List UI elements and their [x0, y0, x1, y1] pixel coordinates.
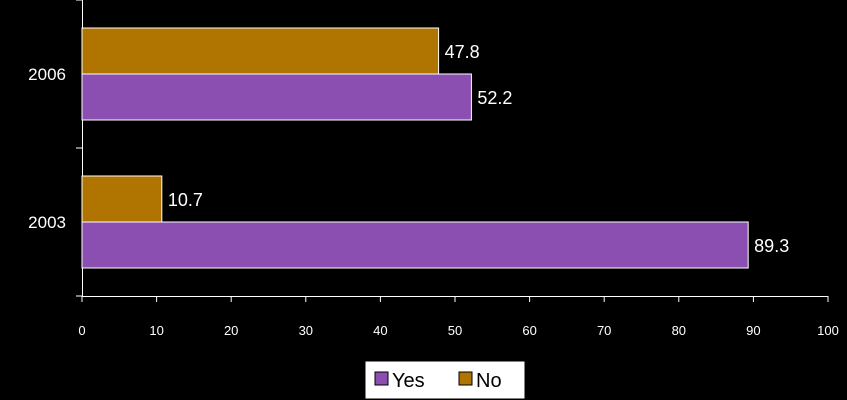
- data-label: 89.3: [754, 236, 789, 256]
- x-tick-label: 10: [149, 323, 163, 338]
- x-tick-label: 100: [817, 323, 839, 338]
- legend-swatch-yes: [374, 371, 389, 386]
- bar-yes-2003: [81, 221, 749, 269]
- data-label: 52.2: [477, 88, 512, 108]
- category-label: 2003: [28, 213, 66, 232]
- x-tick-label: 50: [448, 323, 462, 338]
- bar-no-2006: [81, 27, 440, 75]
- data-label: 47.8: [445, 42, 480, 62]
- legend-label-yes: Yes: [392, 370, 425, 392]
- x-tick-label: 90: [746, 323, 760, 338]
- category-label: 2006: [28, 65, 66, 84]
- legend-box: [364, 360, 526, 400]
- x-tick-label: 80: [672, 323, 686, 338]
- legend-swatch-no: [458, 371, 473, 386]
- x-tick-label: 30: [299, 323, 313, 338]
- x-tick-label: 60: [522, 323, 536, 338]
- x-tick-label: 20: [224, 323, 238, 338]
- data-label: 10.7: [168, 190, 203, 210]
- plot-area: 0 10 20 30 40 50 60 70 80 90 100 2006 47.8 52.2 2003 10…: [28, 0, 839, 338]
- bar-yes-2006: [81, 73, 472, 121]
- x-tick-label: 70: [597, 323, 611, 338]
- legend: Yes No: [364, 360, 526, 400]
- bar-no-2003: [81, 175, 163, 223]
- x-tick-label: 40: [373, 323, 387, 338]
- x-tick-label: 0: [78, 323, 85, 338]
- legend-label-no: No: [476, 370, 502, 392]
